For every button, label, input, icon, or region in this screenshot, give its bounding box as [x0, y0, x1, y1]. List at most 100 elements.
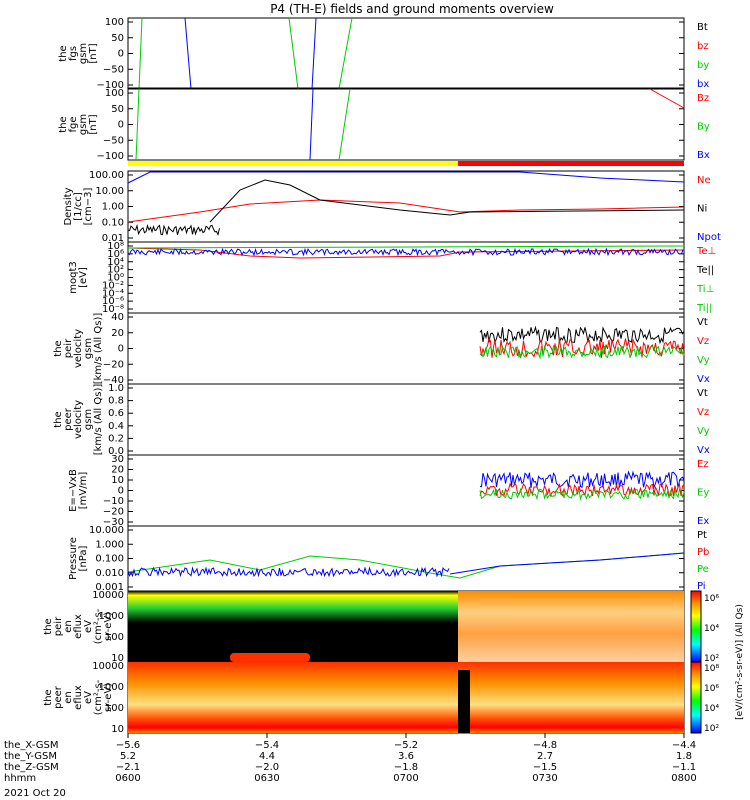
- ytick-label-7-0: 10.000: [89, 525, 124, 536]
- panel-5: 1.0 0.80.6 0.40.2 0.0 the peer velocity gsm [km/…: [53, 383, 710, 457]
- trace-ey: [479, 487, 685, 501]
- ytick-label-6-6: −30: [103, 517, 124, 528]
- legend-6-0: Ez: [697, 459, 709, 470]
- ytick-label-2-3: 0.10: [102, 217, 124, 228]
- ytick-label-0-1: 50: [111, 33, 124, 44]
- ylabel-line-3-1: [eV]: [78, 267, 89, 288]
- trace-pi-noise: [127, 566, 450, 578]
- ylabel-line-2-1: [1/cc]: [73, 192, 84, 221]
- ytick-label-3-8: 10⁻⁸: [102, 304, 124, 315]
- ylabel-9: the peer en eflux eV (cm²-s-sr-eV): [43, 679, 114, 715]
- legend-1-1: By: [697, 122, 710, 133]
- ylabel-1: the fge gsm [nT]: [58, 114, 99, 135]
- ytick-label-0-0: 100: [105, 17, 124, 28]
- trace-ex: [479, 470, 685, 490]
- ylabel-line-7-1: [nPa]: [78, 545, 89, 571]
- ytick-label-8-3: 10: [111, 653, 124, 664]
- ytick-label-6-5: −20: [103, 507, 124, 518]
- ytick-label-3-4: 10⁰: [107, 273, 124, 284]
- legend-2-2: Npot: [697, 232, 721, 243]
- xaxis-value-3-0: 0600: [115, 773, 140, 784]
- ylabel-line-9-0: the: [43, 689, 54, 705]
- cbar-ion-label-0: 10⁶: [704, 594, 719, 604]
- ylabel-line-9-5: (cm²-s-: [93, 679, 104, 715]
- ylabel-line-1-0: the: [58, 116, 69, 132]
- legend-0-0: Bt: [697, 22, 708, 33]
- trace-pi: [449, 552, 685, 575]
- legend-4-3: Vx: [697, 374, 710, 385]
- panel-2: 100.00 10.00 1.00 0.10 0.01 Density [1/cc] [cm−…: [63, 170, 721, 244]
- xaxis-row-label-1: the_Y-GSM: [4, 751, 57, 762]
- ytick-label-3-2: 10⁴: [107, 257, 124, 268]
- ylabel-line-0-2: gsm: [78, 43, 89, 64]
- xaxis-row-label-0: the_X-GSM: [4, 740, 58, 751]
- legend-6-2: Ex: [697, 516, 709, 527]
- ytick-label-7-3: 0.010: [95, 568, 124, 579]
- xaxis-value-0-3: −4.8: [533, 740, 557, 751]
- ytick-label-6-4: −10: [103, 496, 124, 507]
- legend-3-2: Ti⊥: [696, 284, 714, 295]
- ytick-label-5-0: 1.0: [108, 383, 124, 394]
- legend-2-1: Ni: [697, 204, 707, 215]
- trace-density-npot: [127, 171, 685, 184]
- cbar-ion-label-1: 10⁴: [704, 624, 719, 634]
- ytick-label-6-1: 20: [111, 465, 124, 476]
- xaxis-value-1-4: 1.8: [676, 751, 692, 762]
- ylabel-8: the peir en eflux eV (cm²-s-sr-eV): [43, 608, 114, 644]
- ytick-label-1-0: 100: [105, 88, 124, 99]
- legend-3-3: Ti||: [696, 303, 712, 314]
- panel-frame-6: [127, 454, 685, 527]
- panel-frame-7: [127, 525, 685, 592]
- ytick-label-7-2: 0.100: [95, 554, 124, 565]
- ytick-label-4-1: 20: [111, 328, 124, 339]
- trace-ez: [479, 482, 685, 498]
- legend-0-2: by: [697, 60, 709, 71]
- ytick-label-2-2: 1.00: [102, 202, 124, 213]
- date-label: 2021 Oct 20: [4, 788, 66, 799]
- ylabel-line-0-3: [nT]: [88, 43, 99, 63]
- ytick-label-3-0: 10⁸: [107, 241, 124, 252]
- trace-p1-red: [649, 88, 685, 109]
- ylabel-line-4-2: velocity: [73, 329, 84, 368]
- ytick-label-5-3: 0.4: [108, 421, 124, 432]
- cbar-ele-label-0: 10⁸: [704, 664, 719, 674]
- ytick-label-8-0: 10000: [92, 590, 124, 601]
- trace-p1-green: [338, 88, 351, 161]
- colorbar-title: [eV/(cm²-s-sr-eV)] (All Qs): [735, 604, 745, 720]
- ytick-label-8-1: 1000: [99, 611, 124, 622]
- colorbar-ion: [690, 590, 702, 663]
- legend-0-3: bx: [697, 79, 709, 90]
- trace-ti: [127, 245, 685, 249]
- trace-vz: [479, 336, 685, 359]
- ytick-label-0-4: −100: [97, 80, 124, 91]
- ylabel-line-8-2: en: [63, 620, 74, 633]
- spectrogram-electron: [128, 662, 684, 733]
- ylabel-line-5-1: peer: [63, 407, 74, 431]
- panel-1: 100 50 0 −50 −100 the fge gsm [nT] Bz By Bx: [58, 88, 710, 162]
- panel-frame-2: [127, 170, 685, 243]
- trace-vy: [479, 344, 685, 360]
- ylabel-line-4-3: gsm: [83, 338, 94, 359]
- ylabel-line-0-1: fgs: [68, 46, 79, 61]
- ylabel-line-6-0: E=−VxB: [68, 469, 79, 512]
- cbar-ele-label-3: 10²: [704, 724, 719, 734]
- ylabel-line-5-0: the: [53, 411, 64, 427]
- ytick-label-4-3: −20: [103, 359, 124, 370]
- cbar-ion-label-2: 10²: [704, 654, 719, 664]
- chart-title: P4 (TH-E) fields and ground moments over…: [270, 2, 554, 16]
- ytick-label-9-0: 10000: [92, 661, 124, 672]
- x-axis: the_X-GSM −5.6 −5.4 −5.2 −4.8 −4.4 the_Y-GSM 5.…: [4, 733, 697, 784]
- ylabel-line-5-2: velocity: [73, 400, 84, 439]
- spec-ele-gap: [458, 670, 470, 733]
- xaxis-value-1-2: 3.6: [398, 751, 414, 762]
- ylabel-line-6-1: [mV/m]: [78, 472, 89, 510]
- panel-0: 100 50 0 −50 −100 the fgs gsm [nT] Bt bz by bx: [58, 17, 709, 91]
- legend-7-3: Pi: [697, 581, 706, 592]
- trace-p0-green1: [135, 17, 143, 161]
- ytick-label-7-1: 1.000: [95, 539, 124, 550]
- ylabel-line-8-1: peir: [53, 616, 64, 636]
- trace-vt: [479, 325, 685, 345]
- legend-1-2: Bx: [697, 150, 710, 161]
- trace-p0-blue2: [311, 17, 317, 90]
